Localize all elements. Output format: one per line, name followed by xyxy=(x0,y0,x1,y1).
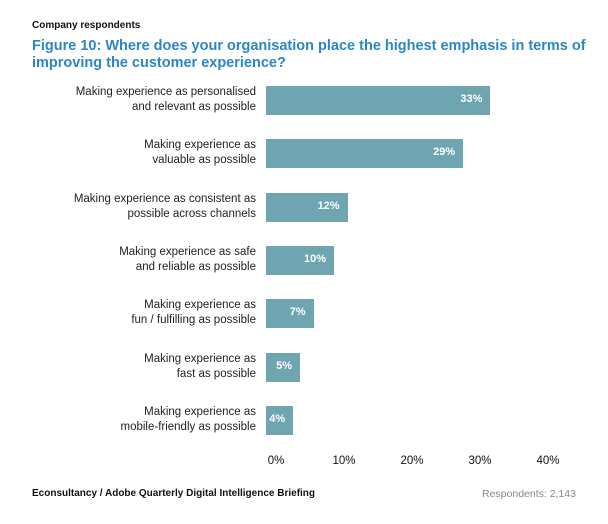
source-text: Econsultancy / Adobe Quarterly Digital I… xyxy=(32,488,316,499)
category-label: Making experience as safe and reliable as… xyxy=(119,245,256,273)
x-tick-label: 0% xyxy=(267,455,285,467)
data-label: 29% xyxy=(433,146,456,159)
bar xyxy=(266,405,294,435)
data-label: 4% xyxy=(269,412,286,425)
chart-title: Figure 10: Where does your organisation … xyxy=(32,38,586,71)
bar xyxy=(266,299,314,329)
category-label: Making experience as mobile-friendly as p… xyxy=(120,405,256,433)
bar xyxy=(266,192,348,222)
respondents-count: Respondents: 2,143 xyxy=(482,488,576,500)
category-label: Making experience as fast as possible xyxy=(144,352,256,380)
data-label: 12% xyxy=(317,199,340,212)
category-label: Making experience as personalised and rel… xyxy=(75,86,256,113)
data-label: 7% xyxy=(289,306,306,319)
x-tick-label: 10% xyxy=(332,455,356,467)
category-label: Making experience as fun / fulfilling as … xyxy=(131,299,256,327)
data-label: 10% xyxy=(303,252,326,265)
category-label: Making experience as consistent as possib… xyxy=(73,192,256,220)
data-label: 33% xyxy=(460,93,483,105)
subtitle: Company respondents xyxy=(32,20,141,31)
x-tick-label: 40% xyxy=(536,455,560,467)
bar xyxy=(266,86,491,115)
data-label: 5% xyxy=(276,359,292,372)
bar xyxy=(266,352,300,382)
x-tick-label: 30% xyxy=(468,455,492,467)
bar xyxy=(266,245,334,275)
x-tick-label: 20% xyxy=(400,455,424,467)
bar xyxy=(266,139,464,169)
category-label: Making experience as valuable as possible xyxy=(144,139,256,167)
